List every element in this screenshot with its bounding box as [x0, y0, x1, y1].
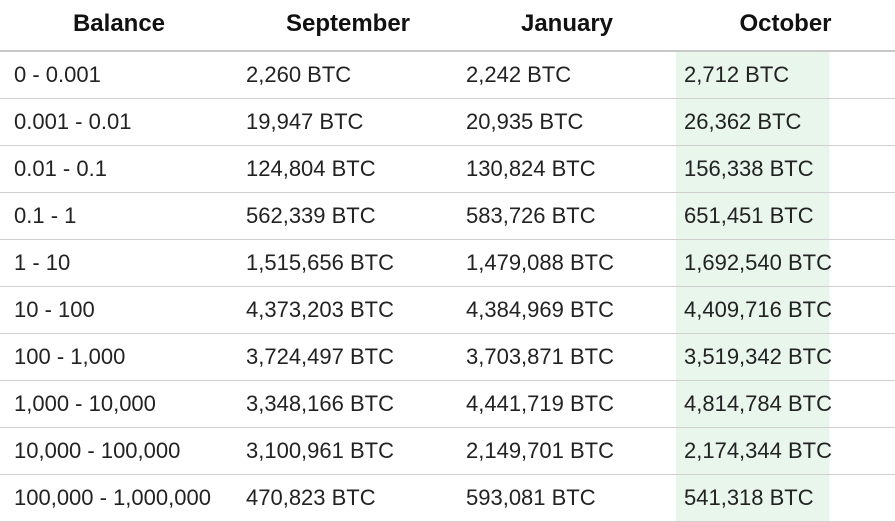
- cell-october: 651,451 BTC: [676, 193, 895, 240]
- cell-october: 2,712 BTC: [676, 51, 895, 99]
- btc-balance-table: Balance September January October 0 - 0.…: [0, 0, 895, 522]
- cell-september: 3,100,961 BTC: [238, 428, 458, 475]
- cell-balance: 10 - 100: [0, 287, 238, 334]
- cell-september: 19,947 BTC: [238, 99, 458, 146]
- cell-balance: 1,000 - 10,000: [0, 381, 238, 428]
- cell-october: 1,692,540 BTC: [676, 240, 895, 287]
- cell-october: 2,174,344 BTC: [676, 428, 895, 475]
- cell-january: 20,935 BTC: [458, 99, 676, 146]
- cell-balance: 10,000 - 100,000: [0, 428, 238, 475]
- table-row: 0.001 - 0.01 19,947 BTC 20,935 BTC 26,36…: [0, 99, 895, 146]
- table-row: 10,000 - 100,000 3,100,961 BTC 2,149,701…: [0, 428, 895, 475]
- cell-january: 2,242 BTC: [458, 51, 676, 99]
- cell-january: 593,081 BTC: [458, 475, 676, 522]
- cell-september: 562,339 BTC: [238, 193, 458, 240]
- cell-september: 3,724,497 BTC: [238, 334, 458, 381]
- cell-balance: 1 - 10: [0, 240, 238, 287]
- cell-september: 2,260 BTC: [238, 51, 458, 99]
- cell-october: 26,362 BTC: [676, 99, 895, 146]
- col-header-september: September: [238, 0, 458, 51]
- cell-september: 1,515,656 BTC: [238, 240, 458, 287]
- cell-january: 130,824 BTC: [458, 146, 676, 193]
- table-row: 0 - 0.001 2,260 BTC 2,242 BTC 2,712 BTC: [0, 51, 895, 99]
- cell-january: 3,703,871 BTC: [458, 334, 676, 381]
- table-row: 10 - 100 4,373,203 BTC 4,384,969 BTC 4,4…: [0, 287, 895, 334]
- cell-january: 4,384,969 BTC: [458, 287, 676, 334]
- cell-september: 470,823 BTC: [238, 475, 458, 522]
- col-header-january: January: [458, 0, 676, 51]
- table-row: 0.1 - 1 562,339 BTC 583,726 BTC 651,451 …: [0, 193, 895, 240]
- cell-september: 4,373,203 BTC: [238, 287, 458, 334]
- cell-october: 541,318 BTC: [676, 475, 895, 522]
- cell-balance: 0.1 - 1: [0, 193, 238, 240]
- cell-balance: 100 - 1,000: [0, 334, 238, 381]
- cell-balance: 0 - 0.001: [0, 51, 238, 99]
- cell-october: 4,814,784 BTC: [676, 381, 895, 428]
- table-row: 100 - 1,000 3,724,497 BTC 3,703,871 BTC …: [0, 334, 895, 381]
- cell-balance: 100,000 - 1,000,000: [0, 475, 238, 522]
- col-header-october: October: [676, 0, 895, 51]
- table-row: 1 - 10 1,515,656 BTC 1,479,088 BTC 1,692…: [0, 240, 895, 287]
- col-header-balance: Balance: [0, 0, 238, 51]
- cell-september: 124,804 BTC: [238, 146, 458, 193]
- cell-balance: 0.01 - 0.1: [0, 146, 238, 193]
- cell-october: 156,338 BTC: [676, 146, 895, 193]
- cell-january: 2,149,701 BTC: [458, 428, 676, 475]
- cell-september: 3,348,166 BTC: [238, 381, 458, 428]
- cell-balance: 0.001 - 0.01: [0, 99, 238, 146]
- cell-january: 4,441,719 BTC: [458, 381, 676, 428]
- cell-october: 4,409,716 BTC: [676, 287, 895, 334]
- table-row: 100,000 - 1,000,000 470,823 BTC 593,081 …: [0, 475, 895, 522]
- cell-january: 583,726 BTC: [458, 193, 676, 240]
- cell-january: 1,479,088 BTC: [458, 240, 676, 287]
- table-row: 1,000 - 10,000 3,348,166 BTC 4,441,719 B…: [0, 381, 895, 428]
- table-header-row: Balance September January October: [0, 0, 895, 51]
- cell-october: 3,519,342 BTC: [676, 334, 895, 381]
- table-row: 0.01 - 0.1 124,804 BTC 130,824 BTC 156,3…: [0, 146, 895, 193]
